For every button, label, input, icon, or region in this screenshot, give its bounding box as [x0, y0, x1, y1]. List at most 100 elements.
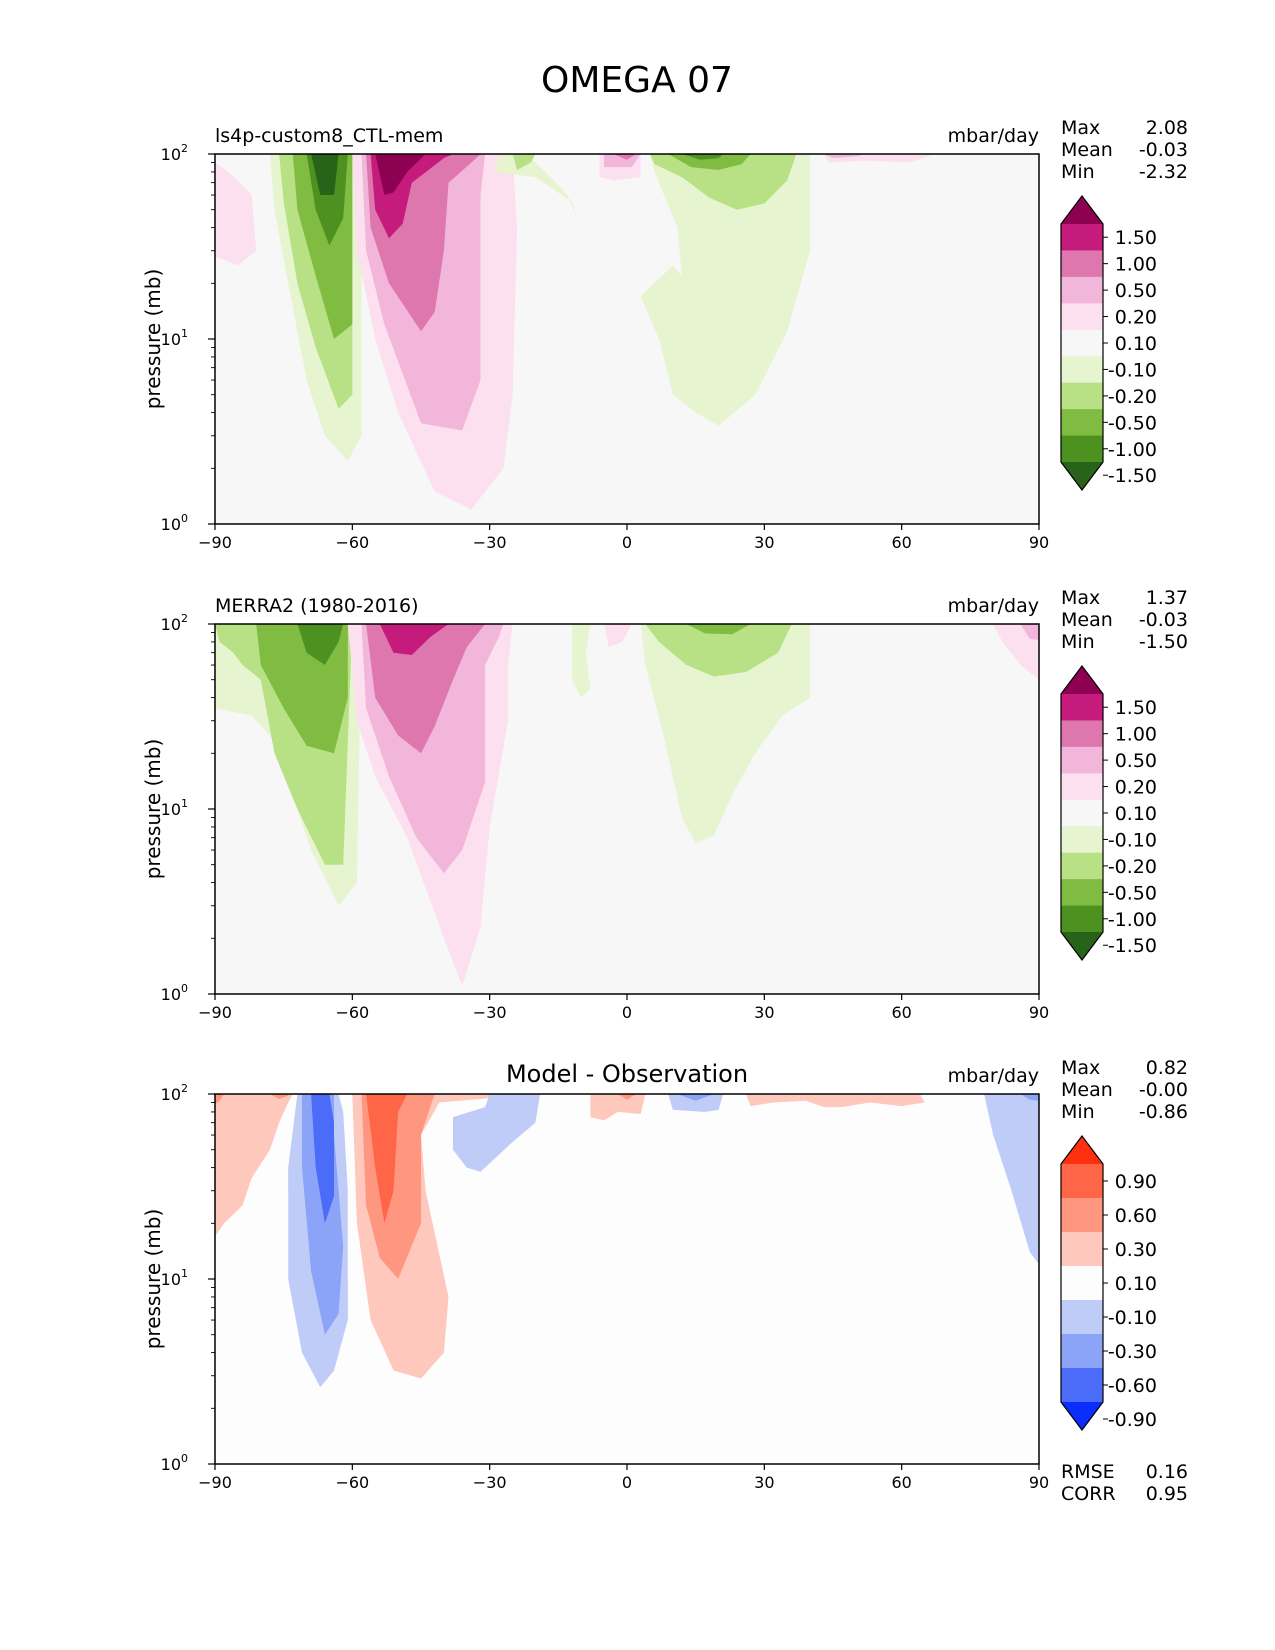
stat-value: -0.86 [1139, 1101, 1188, 1123]
y-axis-label: pressure (mb) [141, 269, 165, 410]
y-tick-label: 101 [161, 797, 188, 819]
y-tick-label: 100 [161, 512, 188, 534]
colorbar-band [1061, 276, 1103, 304]
colorbar-tick-label: -0.20 [1108, 856, 1157, 878]
colorbar-tick-label: -0.10 [1108, 1307, 1157, 1329]
contour-region-2 [215, 1094, 225, 1105]
contour-region-9 [572, 624, 591, 698]
colorbar-band [1061, 1198, 1103, 1233]
x-tick-label: −60 [335, 1473, 369, 1492]
colorbar-tick-label: -1.50 [1108, 465, 1157, 487]
colorbar: 1.50 1.00 0.50 0.20 0.10 -0.10 -0.20 -0.50 -1.00… [1060, 195, 1157, 491]
x-tick-label: 0 [622, 533, 632, 552]
colorbar-extend-max [1061, 1136, 1103, 1164]
x-tick-label: 90 [1029, 1003, 1049, 1022]
y-axis-label: pressure (mb) [141, 739, 165, 880]
colorbar-tick-label: 0.60 [1115, 1205, 1157, 1227]
y-tick-label: 102 [161, 142, 188, 164]
colorbar-band [1061, 879, 1103, 907]
stat-label: Max [1061, 587, 1100, 609]
contour-region-17 [681, 154, 724, 160]
contour-region-6 [311, 154, 339, 195]
colorbar-band [1061, 1334, 1103, 1369]
colorbar-tick-label: 0.20 [1115, 307, 1157, 329]
colorbar-tick-label: 1.50 [1115, 697, 1157, 719]
x-tick-label: −30 [473, 1003, 507, 1022]
contour-region-16 [984, 1094, 1039, 1265]
colorbar: 0.90 0.60 0.30 0.10 -0.10 -0.30 -0.60 -0.90 [1060, 1135, 1157, 1431]
contour-region-10 [453, 1094, 540, 1172]
colorbar-tick-label: 0.50 [1115, 750, 1157, 772]
stat-label: Mean [1061, 609, 1113, 631]
x-tick-label: 30 [754, 1473, 774, 1492]
x-tick-label: 90 [1029, 1473, 1049, 1492]
contour-region-15 [746, 1094, 925, 1108]
colorbar-band [1061, 746, 1103, 774]
colorbar-band [1061, 852, 1103, 880]
contour-region-13 [512, 154, 536, 170]
colorbar-extend-min [1061, 932, 1103, 960]
x-tick-label: 0 [622, 1473, 632, 1492]
colorbar-band [1061, 409, 1103, 437]
x-tick-label: 30 [754, 533, 774, 552]
colorbar-outline [1060, 195, 1104, 491]
y-tick-label: 102 [161, 1082, 188, 1104]
colorbar-band [1061, 720, 1103, 748]
x-tick-label: 0 [622, 1003, 632, 1022]
contour-region-15 [1020, 624, 1039, 640]
stat-value: 0.82 [1146, 1057, 1188, 1079]
colorbar-tick-label: 0.30 [1115, 1239, 1157, 1261]
colorbar-band [1061, 224, 1103, 251]
contour-region-4 [297, 624, 344, 665]
colorbar-tick-label: -1.00 [1108, 909, 1157, 931]
stat-value: -2.32 [1139, 161, 1188, 183]
contour-region-1 [215, 1094, 293, 1237]
colorbar-extend-max [1061, 666, 1103, 694]
metric-label: CORR [1061, 1483, 1116, 1505]
colorbar-tick-label: -0.60 [1108, 1375, 1157, 1397]
contour-region-22 [823, 154, 865, 159]
x-tick-label: 60 [891, 533, 911, 552]
colorbar-tick-label: -0.10 [1108, 829, 1157, 851]
colorbar-band [1061, 1368, 1103, 1403]
colorbar-band [1061, 382, 1103, 410]
colorbar-band [1061, 1232, 1103, 1267]
units-label: mbar/day [948, 125, 1039, 147]
contour-region-13 [668, 1094, 724, 1112]
colorbar-tick-label: 1.00 [1115, 254, 1157, 276]
stat-label: Max [1061, 117, 1100, 139]
figure-title: OMEGA 07 [541, 60, 733, 101]
contour-region-15 [649, 154, 797, 210]
contour-region-11 [590, 1094, 646, 1121]
stat-label: Min [1061, 1101, 1095, 1123]
metric-value: 0.16 [1146, 1461, 1188, 1483]
stat-label: Min [1061, 161, 1095, 183]
panel-1: −90 −60 −30 0 30 60 90 100 101 102 pressure (mb) ls… [141, 117, 1188, 552]
panel-3: −90 −60 −30 0 30 60 90 100 101 102 pressure (mb) Mo… [141, 1057, 1188, 1505]
contour-fills [215, 624, 1039, 987]
panel-title: Model - Observation [506, 1060, 748, 1088]
colorbar-band [1061, 329, 1103, 357]
panel-2: −90 −60 −30 0 30 60 90 100 101 102 pressure (mb) ME… [141, 587, 1188, 1022]
metric-value: 0.95 [1146, 1483, 1188, 1505]
colorbar-tick-label: -0.20 [1108, 386, 1157, 408]
colorbar-tick-label: -0.50 [1108, 412, 1157, 434]
contour-region-13 [686, 624, 751, 635]
units-label: mbar/day [948, 595, 1039, 617]
contour-region-12 [494, 154, 577, 219]
colorbar-tick-label: -1.00 [1108, 439, 1157, 461]
colorbar-extend-min [1061, 1402, 1103, 1430]
stat-value: -0.00 [1139, 1079, 1188, 1101]
x-tick-label: −30 [473, 533, 507, 552]
contour-region-17 [1020, 1094, 1039, 1101]
colorbar-tick-label: 0.90 [1115, 1171, 1157, 1193]
x-tick-label: −90 [198, 1003, 232, 1022]
colorbar-band [1061, 799, 1103, 827]
stat-value: -0.03 [1139, 609, 1188, 631]
contour-region-9 [366, 1094, 408, 1224]
stat-value: 2.08 [1146, 117, 1188, 139]
colorbar-band [1061, 1164, 1103, 1199]
y-axis-label: pressure (mb) [141, 1209, 165, 1350]
colorbar: 1.50 1.00 0.50 0.20 0.10 -0.10 -0.20 -0.50 -1.00… [1060, 665, 1157, 961]
